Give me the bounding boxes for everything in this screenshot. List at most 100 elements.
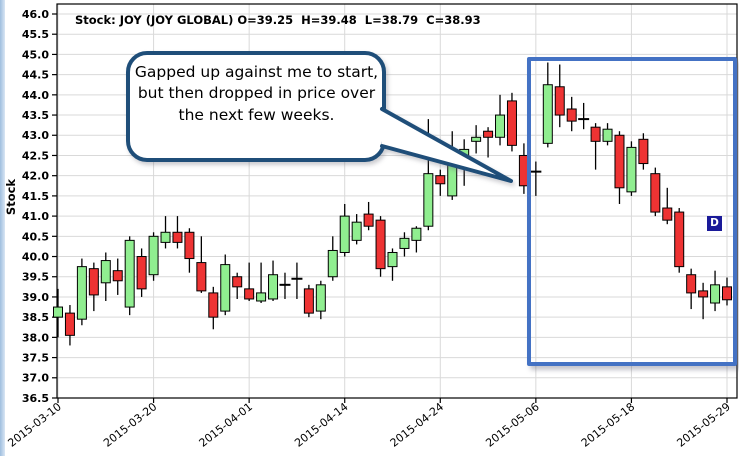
y-tick-label: 37.5 [22, 352, 49, 365]
candle-body-down [208, 292, 219, 318]
candle-body-up [268, 274, 279, 300]
y-axis-tick-labels: 46.0 45.5 45.0 44.5 44.0 43.5 43.0 42.5 42.0 41.5… [22, 8, 57, 405]
candle-body-up [76, 266, 87, 320]
candle-2015-05-13 [590, 123, 601, 170]
callout-text: Gapped up against me to start, but then … [134, 63, 379, 124]
candle-body-down [244, 288, 255, 300]
candle-2015-04-22 [411, 226, 422, 253]
candle-2015-05-12 [578, 102, 590, 130]
candle-2015-05-07 [542, 62, 553, 148]
chart-title: Stock: JOY (JOY GLOBAL) O=39.25 H=39.48 … [75, 13, 481, 27]
candle-body-down [375, 219, 386, 270]
window-edge-strip [0, 0, 5, 456]
candle-body-up [315, 284, 326, 312]
candle-body-up [100, 260, 111, 284]
candle-2015-04-06 [268, 260, 279, 301]
y-tick-label: 40.5 [22, 230, 49, 243]
candle-body-up [339, 215, 350, 253]
candle-body-down [506, 100, 517, 146]
candle-body-down [303, 288, 314, 314]
callout-tail [380, 107, 513, 183]
candle-body-down [172, 231, 183, 243]
y-tick-label: 42.5 [22, 149, 49, 162]
candle-body-up [148, 235, 159, 276]
candle-2015-04-16 [363, 201, 374, 231]
candle-2015-04-13 [327, 236, 338, 281]
candle-body-down [483, 130, 494, 138]
candle-body-down [674, 211, 685, 268]
candle-body-down [112, 270, 123, 282]
candle-body-down [566, 108, 577, 122]
y-tick-label: 38.5 [22, 311, 49, 324]
candle-2015-05-22 [674, 208, 685, 273]
candle-2015-05-06 [530, 161, 542, 196]
candle-body-down [686, 274, 697, 294]
candle-body-down [590, 126, 601, 142]
candle-2015-03-30 [220, 254, 231, 316]
y-tick-label: 44.0 [22, 89, 49, 102]
candle-2015-04-01 [244, 262, 255, 301]
candle-2015-04-09 [303, 284, 314, 318]
y-tick-label: 39.5 [22, 271, 49, 284]
candle-2015-05-26 [686, 268, 697, 310]
candle-2015-03-26 [196, 236, 207, 293]
candle-2015-03-23 [160, 216, 171, 249]
candle-body-down [88, 268, 99, 296]
candle-2015-05-04 [506, 92, 517, 152]
candle-body-up [710, 284, 721, 304]
candle-body-up [423, 173, 434, 227]
dividend-marker-badge[interactable]: D [707, 216, 722, 231]
candle-body-up [542, 84, 553, 144]
candle-2015-03-12 [76, 258, 87, 326]
y-tick-label: 37.0 [22, 372, 49, 385]
candle-body-down [435, 175, 446, 185]
candle-body-down [698, 290, 709, 298]
candle-2015-03-18 [124, 236, 135, 316]
candle-2015-05-08 [554, 64, 565, 128]
candle-2015-05-01 [495, 94, 506, 146]
candle-2015-04-30 [483, 127, 494, 158]
candle-body-up [602, 128, 613, 142]
candle-2015-03-16 [100, 252, 111, 301]
candle-body-down [232, 276, 243, 288]
candle-2015-03-24 [172, 216, 183, 249]
candle-2015-05-28 [710, 270, 721, 312]
candlesticks [53, 62, 732, 346]
candle-2015-04-07 [279, 272, 291, 299]
y-tick-label: 44.5 [22, 69, 49, 82]
highlight-box [527, 57, 737, 366]
y-tick-label: 41.0 [22, 210, 49, 223]
candle-2015-04-10 [315, 280, 326, 320]
candle-2015-05-29 [722, 277, 732, 306]
candle-body-down [363, 213, 374, 227]
candle-2015-04-20 [387, 248, 398, 281]
candle-2015-03-25 [184, 228, 195, 273]
candle-body-down [722, 286, 732, 301]
candle-2015-03-10 [53, 288, 63, 338]
candle-2015-04-21 [399, 232, 410, 257]
candle-body-down [662, 207, 673, 221]
candle-2015-05-15 [614, 131, 625, 204]
candle-body-down [554, 86, 565, 116]
chart-axes [56, 3, 738, 399]
candle-2015-03-13 [88, 262, 99, 312]
candle-body-down [136, 256, 147, 290]
candle-body-up [160, 231, 171, 243]
candle-body-up [495, 114, 506, 138]
y-tick-label: 38.0 [22, 331, 49, 344]
plot-border [56, 3, 738, 399]
candle-body-up [220, 264, 231, 312]
chart-gridlines [57, 4, 737, 398]
y-tick-label: 45.5 [22, 28, 49, 41]
y-tick-label: 40.0 [22, 250, 49, 263]
candle-2015-05-11 [566, 96, 577, 132]
candle-2015-05-21 [662, 187, 673, 225]
y-tick-label: 39.0 [22, 291, 49, 304]
candle-2015-04-15 [351, 214, 362, 245]
candle-2015-05-14 [602, 123, 613, 146]
candle-2015-04-29 [471, 125, 482, 154]
candle-body-up [387, 251, 398, 268]
